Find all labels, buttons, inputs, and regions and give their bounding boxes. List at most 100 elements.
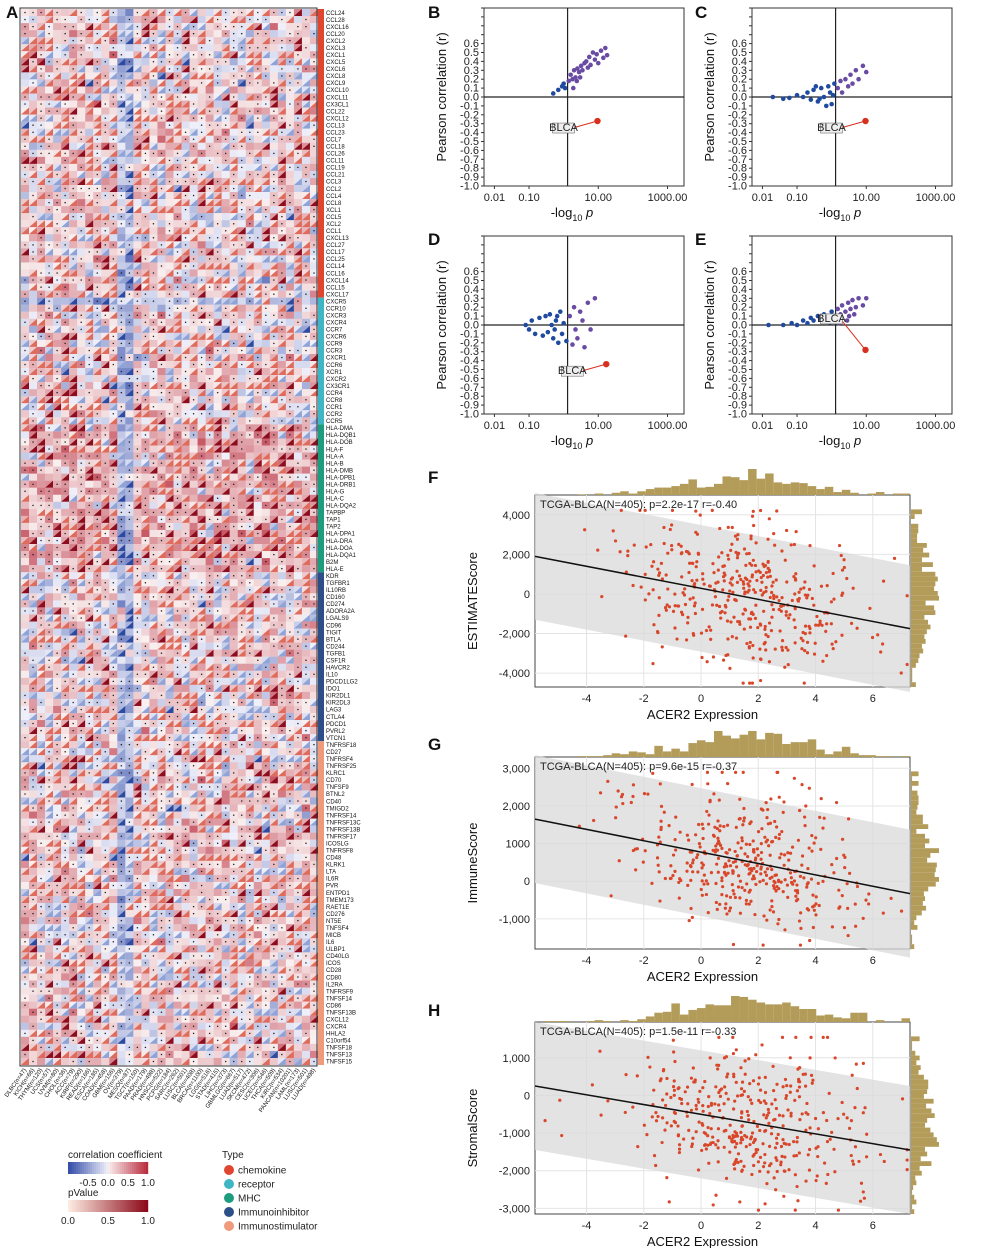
heatmap-pvalue-triangle — [173, 192, 182, 200]
heatmap-nonsig-dot — [232, 46, 235, 49]
heatmap-nonsig-dot — [216, 166, 219, 169]
heatmap-nonsig-dot — [48, 448, 50, 450]
heatmap-pvalue-triangle — [261, 410, 270, 418]
heatmap-pvalue-triangle — [69, 86, 78, 94]
heatmap-nonsig-dot — [289, 11, 291, 14]
heatmap-cell — [269, 121, 279, 129]
heatmap-nonsig-dot — [112, 39, 115, 42]
heatmap-pvalue-triangle — [181, 58, 190, 66]
heatmap-pvalue-triangle — [181, 107, 190, 115]
heatmap-nonsig-dot — [144, 18, 147, 21]
heatmap-nonsig-dot — [281, 68, 283, 70]
heatmap-pvalue-triangle — [85, 410, 94, 418]
heatmap-nonsig-dot — [265, 46, 267, 49]
heatmap-pvalue-triangle — [301, 93, 310, 101]
heatmap-pvalue-triangle — [213, 480, 222, 488]
heatmap-cell — [189, 185, 198, 193]
heatmap-nonsig-dot — [313, 32, 315, 35]
heatmap-pvalue-triangle — [189, 16, 198, 24]
heatmap-nonsig-dot — [40, 349, 42, 352]
heatmap-nonsig-dot — [48, 328, 50, 331]
heatmap-nonsig-dot — [72, 117, 74, 119]
heatmap-pvalue-triangle — [261, 9, 270, 17]
heatmap-cell — [237, 480, 246, 488]
heatmap-pvalue-triangle — [45, 44, 54, 52]
heatmap-pvalue-triangle — [165, 382, 174, 390]
heatmap-pvalue-triangle — [157, 417, 166, 425]
heatmap-pvalue-triangle — [205, 403, 214, 411]
heatmap-nonsig-dot — [160, 110, 163, 112]
heatmap-nonsig-dot — [265, 363, 267, 366]
heatmap-nonsig-dot — [305, 18, 307, 21]
heatmap-pvalue-triangle — [301, 192, 310, 200]
heatmap-cell — [165, 44, 174, 52]
heatmap-nonsig-dot — [144, 96, 147, 98]
heatmap-pvalue-triangle — [301, 339, 310, 347]
heatmap-nonsig-dot — [56, 370, 58, 373]
heatmap-pvalue-triangle — [141, 9, 150, 17]
heatmap-nonsig-dot — [216, 469, 219, 471]
heatmap-pvalue-triangle — [229, 438, 238, 446]
heatmap-cell — [69, 135, 78, 143]
heatmap-pvalue-triangle — [101, 142, 110, 150]
heatmap-pvalue-triangle — [133, 255, 142, 263]
heatmap-cell — [69, 290, 78, 298]
heatmap-pvalue-triangle — [21, 107, 30, 115]
heatmap-nonsig-dot — [273, 237, 275, 239]
heatmap-pvalue-triangle — [141, 199, 150, 207]
heatmap-cell — [189, 346, 198, 355]
heatmap-nonsig-dot — [56, 546, 58, 549]
heatmap-pvalue-triangle — [21, 375, 30, 383]
heatmap-pvalue-triangle — [45, 403, 54, 411]
heatmap-cell — [53, 431, 62, 439]
heatmap-cell — [69, 142, 78, 150]
heatmap-cell — [245, 100, 254, 108]
heatmap-nonsig-dot — [289, 208, 291, 211]
heatmap-cell — [85, 72, 94, 80]
heatmap-pvalue-triangle — [277, 459, 286, 467]
heatmap-cell — [269, 410, 279, 418]
heatmap-pvalue-triangle — [197, 30, 206, 38]
heatmap-nonsig-dot — [192, 32, 195, 35]
heatmap-cell — [253, 142, 263, 150]
heatmap-nonsig-dot — [184, 504, 187, 507]
heatmap-nonsig-dot — [281, 448, 283, 450]
heatmap-nonsig-dot — [56, 208, 58, 211]
heatmap-pvalue-triangle — [173, 459, 182, 467]
heatmap-nonsig-dot — [72, 328, 74, 331]
heatmap-cell — [157, 332, 166, 341]
heatmap-pvalue-triangle — [269, 529, 278, 537]
heatmap-pvalue-triangle — [221, 389, 230, 397]
heatmap-nonsig-dot — [265, 32, 267, 35]
heatmap-pvalue-triangle — [157, 445, 166, 453]
heatmap-pvalue-triangle — [149, 192, 158, 200]
heatmap-pvalue-triangle — [85, 58, 94, 66]
heatmap-pvalue-triangle — [261, 51, 270, 59]
heatmap-nonsig-dot — [96, 201, 99, 204]
heatmap-nonsig-dot — [104, 187, 107, 190]
heatmap-nonsig-dot — [152, 11, 155, 14]
heatmap-cell — [237, 325, 246, 334]
heatmap-pvalue-triangle — [141, 515, 150, 523]
heatmap-pvalue-triangle — [61, 304, 70, 312]
heatmap-cell — [157, 199, 166, 207]
heatmap-nonsig-dot — [24, 18, 26, 21]
heatmap-cell — [173, 529, 182, 538]
heatmap-cell — [301, 361, 311, 369]
heatmap-nonsig-dot — [265, 476, 267, 478]
heatmap-pvalue-triangle — [293, 438, 302, 446]
heatmap-nonsig-dot — [224, 314, 227, 316]
heatmap-pvalue-triangle — [133, 410, 142, 418]
heatmap-nonsig-dot — [240, 321, 243, 324]
heatmap-nonsig-dot — [48, 265, 50, 267]
heatmap-pvalue-triangle — [221, 438, 230, 446]
heatmap-nonsig-dot — [176, 46, 179, 49]
heatmap-pvalue-triangle — [29, 537, 38, 545]
heatmap-pvalue-triangle — [189, 234, 198, 242]
heatmap-pvalue-triangle — [157, 283, 166, 291]
heatmap-nonsig-dot — [168, 307, 171, 309]
heatmap-nonsig-dot — [136, 300, 139, 302]
heatmap-nonsig-dot — [257, 110, 259, 112]
heatmap-nonsig-dot — [257, 46, 259, 49]
heatmap-pvalue-triangle — [285, 51, 294, 59]
